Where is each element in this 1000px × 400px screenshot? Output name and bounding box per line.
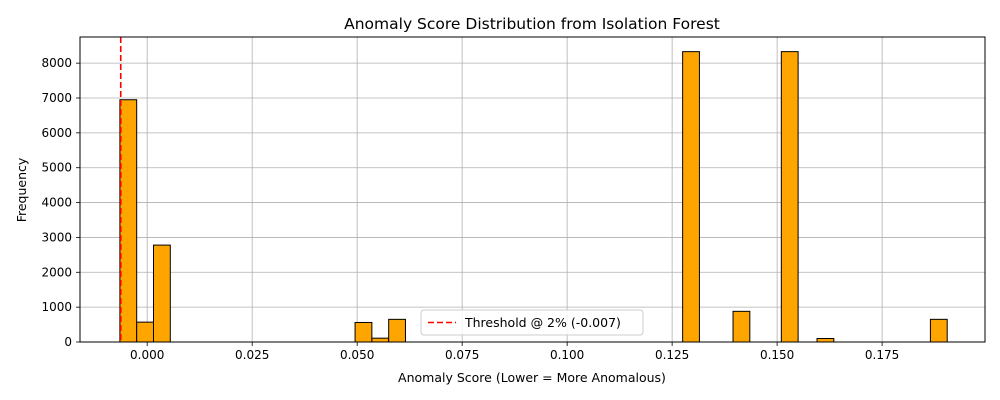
y-tick-label: 6000	[41, 126, 72, 140]
y-tick-label: 1000	[41, 300, 72, 314]
y-tick-label: 3000	[41, 230, 72, 244]
x-tick-label: 0.000	[130, 348, 164, 362]
histogram-bar	[152, 244, 171, 343]
plot-background	[80, 37, 985, 342]
x-tick-label: 0.100	[550, 348, 584, 362]
y-tick-label: 4000	[41, 196, 72, 210]
y-axis-label: Frequency	[14, 157, 29, 222]
x-axis: 0.000 0.025 0.050 0.075 0.100 0.125 0.150 0.175	[130, 342, 899, 362]
histogram-bar	[929, 318, 948, 343]
histogram-bar	[136, 321, 154, 343]
histogram-bar	[682, 51, 700, 343]
x-tick-label: 0.050	[340, 348, 374, 362]
x-tick-label: 0.125	[655, 348, 689, 362]
plot-frame	[79, 36, 986, 343]
x-tick-label: 0.175	[865, 348, 899, 362]
y-tick-label: 0	[64, 335, 72, 349]
chart-title: Anomaly Score Distribution from Isolatio…	[344, 15, 720, 33]
y-axis: 0 1000 2000 3000 4000 5000 6000 7000 8000	[41, 56, 80, 349]
legend: Threshold @ 2% (-0.007)	[420, 309, 644, 336]
histogram-bar	[371, 337, 390, 343]
x-tick-label: 0.075	[445, 348, 479, 362]
histogram-bar	[780, 51, 799, 343]
histogram-bar	[119, 99, 138, 343]
legend-box	[420, 309, 644, 336]
histogram-bar	[732, 310, 751, 343]
x-tick-label: 0.025	[235, 348, 269, 362]
y-tick-label: 2000	[41, 265, 72, 279]
y-tick-label: 8000	[41, 56, 72, 70]
y-tick-label: 7000	[41, 91, 72, 105]
x-axis-label: Anomaly Score (Lower = More Anomalous)	[398, 370, 666, 385]
x-tick-label: 0.150	[760, 348, 794, 362]
y-tick-label: 5000	[41, 161, 72, 175]
histogram-bar	[816, 338, 835, 343]
legend-entry-threshold: Threshold @ 2% (-0.007)	[464, 315, 621, 330]
plot-area	[79, 36, 986, 343]
histogram-bar	[388, 318, 406, 343]
histogram-bar	[354, 321, 373, 343]
